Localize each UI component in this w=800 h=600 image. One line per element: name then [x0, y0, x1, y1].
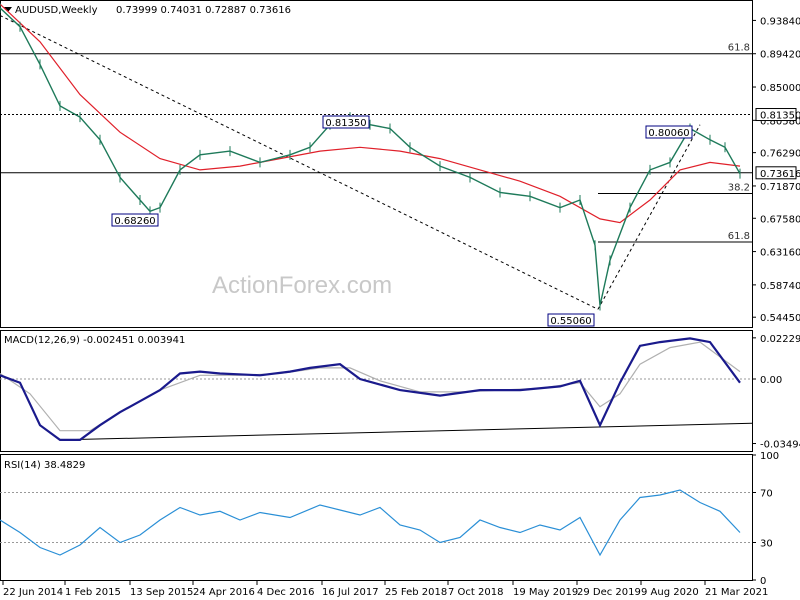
fib-level-label: 38.2 [728, 182, 750, 193]
macd-series [0, 337, 753, 441]
rsi-y-tick-label: 70 [760, 489, 773, 500]
x-tick-label: 21 Mar 2021 [705, 587, 768, 598]
rsi-header: RSI(14) 38.4829 [4, 460, 85, 471]
rsi-y-tick-label: 0 [760, 576, 766, 587]
x-tick-label: 24 Apr 2016 [193, 587, 255, 598]
price-annotation-box [547, 313, 595, 327]
price-annotation-label: 0.81350 [325, 118, 366, 129]
price-annotation-label: 0.80060 [648, 128, 689, 139]
price-y-tick-label: 0.76290 [760, 149, 800, 160]
moving-average-line [0, 3, 741, 224]
x-tick-label: 13 Sep 2015 [130, 587, 193, 598]
price-series [0, 2, 741, 311]
price-trend-line-1 [597, 124, 701, 310]
price-annotations: 0.68260 0.81350 0.80060 0.55060 [111, 115, 693, 327]
ohlc-values: 0.73999 0.74031 0.72887 0.73616 [116, 5, 291, 16]
price-y-axis: 0.93840 0.89420 0.85000 0.80580 0.76290 0.718… [752, 16, 800, 324]
price-y-tick-label: 0.89420 [760, 50, 800, 61]
price-y-tick-label: 0.71870 [760, 182, 800, 193]
watermark: ActionForex.com [212, 272, 392, 299]
price-trend-lines [0, 14, 701, 310]
x-tick-label: 22 Jun 2014 [3, 587, 63, 598]
price-header: AUDUSD,Weekly 0.73999 0.74031 0.72887 0.… [4, 5, 291, 16]
fib-level-label: 61.8 [728, 231, 750, 242]
macd-panel-frame [0, 330, 753, 452]
x-tick-label: 1 Feb 2015 [65, 587, 121, 598]
price-y-tick-label: 0.58740 [760, 281, 800, 292]
x-tick-label: 19 May 2019 [513, 587, 578, 598]
x-tick-label: 16 Jul 2017 [322, 587, 379, 598]
price-y-tick-label: 0.67580 [760, 214, 800, 225]
price-annotation-box [111, 213, 159, 227]
price-annotation-box [645, 125, 693, 139]
symbol-label: AUDUSD,Weekly [15, 5, 98, 16]
rsi-series [0, 489, 752, 557]
rsi-panel-frame [0, 454, 753, 581]
macd-header: MACD(12,26,9) -0.002451 0.003941 [4, 335, 185, 346]
fib-level-label: 61.8 [728, 43, 750, 54]
price-annotation-box [322, 115, 370, 129]
macd-trend-line [59, 422, 753, 441]
current-price-label: 0.73616 [760, 169, 800, 180]
price-panel-frame [0, 0, 753, 328]
macd-y-tick-label: 0.00 [760, 375, 782, 386]
resistance-price-label: 0.81350 [760, 111, 800, 122]
macd-y-tick-label: -0.034948 [760, 440, 800, 451]
x-tick-label: 9 Aug 2020 [641, 587, 699, 598]
rsi-y-axis: 100 70 30 0 [752, 451, 779, 587]
dropdown-triangle-icon [4, 7, 12, 12]
macd-y-axis: 0.022295 0.00 -0.034948 [752, 334, 800, 451]
x-tick-label: 29 Dec 2019 [577, 587, 641, 598]
rsi-y-tick-label: 30 [760, 539, 773, 550]
price-annotation-label: 0.68260 [114, 216, 155, 227]
x-tick-label: 7 Oct 2018 [448, 587, 503, 598]
price-trend-line-0 [0, 14, 599, 310]
price-y-tick-label: 0.85000 [760, 83, 800, 94]
current-price-tag [755, 166, 797, 180]
x-tick-label: 25 Feb 2018 [385, 587, 447, 598]
macd-line [0, 337, 741, 441]
x-axis: 22 Jun 2014 1 Feb 2015 13 Sep 2015 24 Apr 2… [2, 580, 768, 598]
price-line [0, 7, 741, 306]
price-y-tick-label: 0.80580 [760, 116, 800, 127]
x-tick-label: 4 Dec 2016 [257, 587, 315, 598]
price-horizontal-lines: 61.8 38.2 61.8 [0, 43, 752, 243]
price-y-tick-label: 0.63160 [760, 248, 800, 259]
price-annotation-label: 0.55060 [550, 316, 591, 327]
macd-y-tick-label: 0.022295 [760, 334, 800, 345]
rsi-y-tick-label: 100 [760, 451, 779, 462]
rsi-line [0, 489, 741, 557]
resistance-price-tag [755, 108, 797, 122]
price-y-tick-label: 0.54450 [760, 313, 800, 324]
price-y-tick-label: 0.93840 [760, 16, 800, 27]
